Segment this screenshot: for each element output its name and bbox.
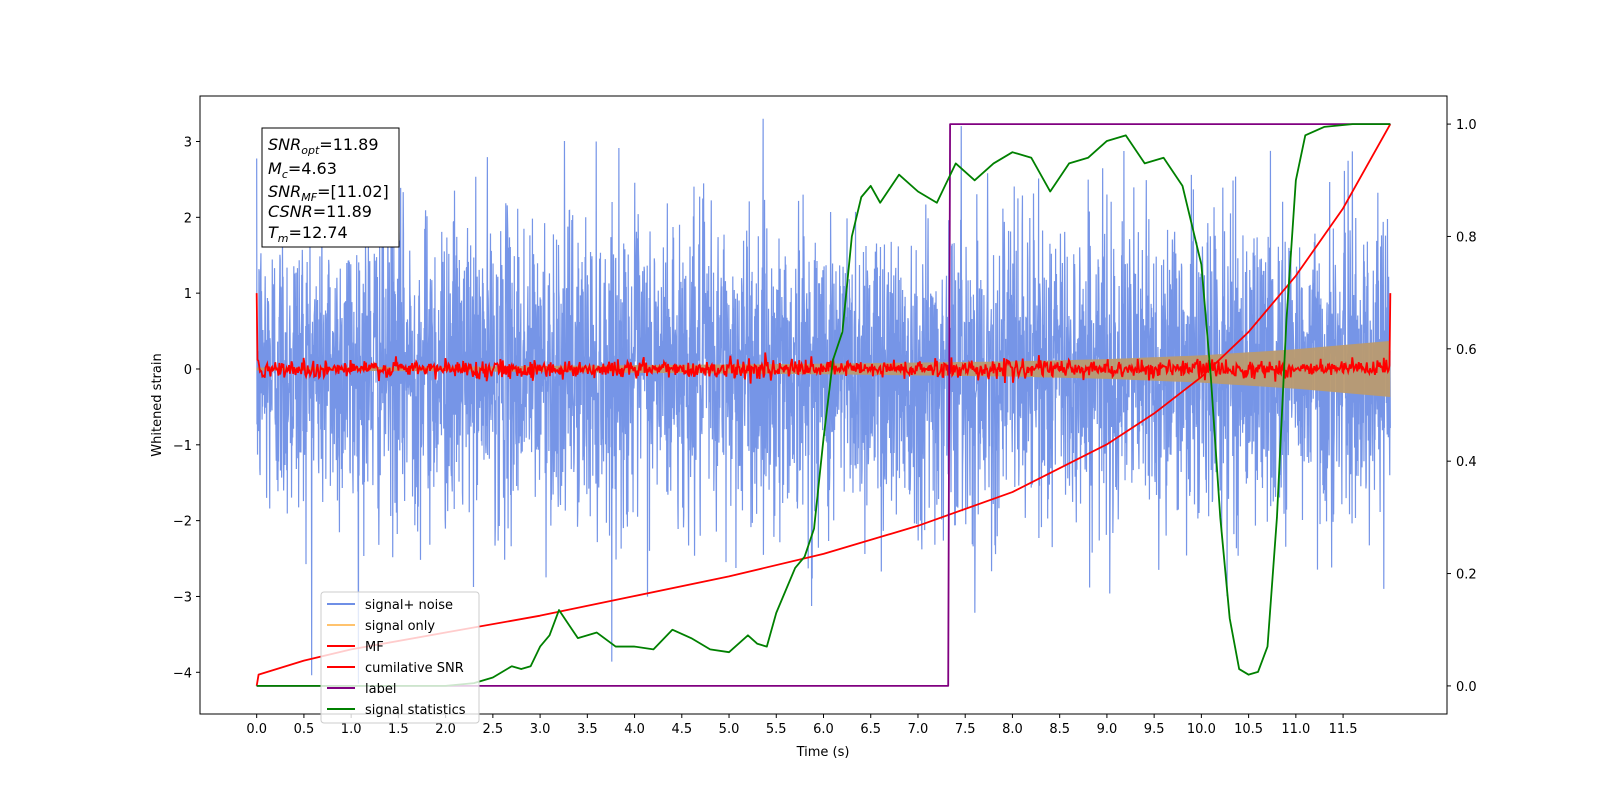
x-tick-label: 2.0 bbox=[435, 722, 456, 737]
x-axis: 0.0 0.5 1.0 1.5 2.0 2.5 3.0 3.5 4.0 4.5 5.0 5.5 6.0 6… bbox=[246, 714, 1358, 737]
x-tick-label: 1.5 bbox=[388, 722, 409, 737]
x-tick-label: 10.0 bbox=[1187, 722, 1216, 737]
y-right-tick-label: 1.0 bbox=[1456, 118, 1477, 133]
series-signal-statistics bbox=[256, 123, 1391, 687]
x-tick-label: 10.5 bbox=[1234, 722, 1263, 737]
x-tick-label: 2.5 bbox=[483, 722, 504, 737]
y-right-tick-label: 0.8 bbox=[1456, 230, 1477, 245]
x-tick-label: 0.5 bbox=[294, 722, 315, 737]
x-tick-label: 9.0 bbox=[1097, 722, 1118, 737]
x-tick-label: 7.0 bbox=[908, 722, 929, 737]
series-mf bbox=[255, 293, 1392, 384]
x-tick-label: 5.0 bbox=[719, 722, 740, 737]
y-left-tick-label: 2 bbox=[184, 211, 192, 226]
x-tick-label: 4.5 bbox=[671, 722, 692, 737]
annotation-box: SNRopt=11.89 Mc=4.63 SNRMF=[11.02] CSNR=… bbox=[261, 127, 400, 248]
legend-label: label bbox=[365, 682, 396, 697]
annotation-mc: Mc=4.63 bbox=[268, 159, 337, 181]
x-tick-label: 8.5 bbox=[1049, 722, 1070, 737]
annotation-csnr: CSNR=11.89 bbox=[268, 202, 372, 221]
annotation-snr-mf: SNRMF=[11.02] bbox=[268, 182, 389, 204]
x-axis-label: Time (s) bbox=[796, 745, 850, 760]
legend-label: signal statistics bbox=[365, 703, 466, 718]
y-left-tick-label: −3 bbox=[173, 590, 192, 605]
y-left-tick-label: 0 bbox=[184, 363, 192, 378]
legend-label: signal+ noise bbox=[365, 598, 453, 613]
series-label bbox=[256, 123, 1391, 687]
y-left-tick-label: −2 bbox=[173, 515, 192, 530]
y-left-tick-label: 3 bbox=[184, 135, 192, 150]
y-left-tick-label: −4 bbox=[173, 666, 192, 681]
annotation-tm: Tm=12.74 bbox=[268, 223, 348, 245]
y-axis-right: 0.0 0.2 0.4 0.6 0.8 1.0 bbox=[1447, 118, 1477, 695]
x-tick-label: 7.5 bbox=[955, 722, 976, 737]
y-left-tick-label: −1 bbox=[173, 439, 192, 454]
legend: signal+ noise signal only MF cumilative SNR… bbox=[320, 591, 480, 724]
x-tick-label: 8.0 bbox=[1002, 722, 1023, 737]
x-tick-label: 4.0 bbox=[624, 722, 645, 737]
y-axis-left: −4 −3 −2 −1 0 1 2 3 bbox=[173, 135, 200, 681]
y-axis-label: Whitened strain bbox=[150, 353, 165, 456]
y-right-tick-label: 0.6 bbox=[1456, 343, 1477, 358]
x-tick-label: 3.5 bbox=[577, 722, 598, 737]
x-tick-label: 3.0 bbox=[530, 722, 551, 737]
x-tick-label: 11.5 bbox=[1329, 722, 1358, 737]
y-right-tick-label: 0.0 bbox=[1456, 680, 1477, 695]
x-tick-label: 6.5 bbox=[860, 722, 881, 737]
x-tick-label: 6.0 bbox=[813, 722, 834, 737]
annotation-snr-opt: SNRopt=11.89 bbox=[268, 135, 379, 157]
y-right-tick-label: 0.4 bbox=[1456, 455, 1477, 470]
x-tick-label: 9.5 bbox=[1144, 722, 1165, 737]
legend-label: MF bbox=[365, 640, 384, 655]
x-tick-label: 1.0 bbox=[341, 722, 362, 737]
legend-label: cumilative SNR bbox=[365, 661, 464, 676]
x-tick-label: 0.0 bbox=[246, 722, 267, 737]
x-tick-label: 5.5 bbox=[766, 722, 787, 737]
legend-label: signal only bbox=[365, 619, 435, 634]
x-tick-label: 11.0 bbox=[1281, 722, 1310, 737]
series-signal-noise bbox=[256, 118, 1391, 684]
y-right-tick-label: 0.2 bbox=[1456, 568, 1477, 583]
y-left-tick-label: 1 bbox=[184, 287, 192, 302]
